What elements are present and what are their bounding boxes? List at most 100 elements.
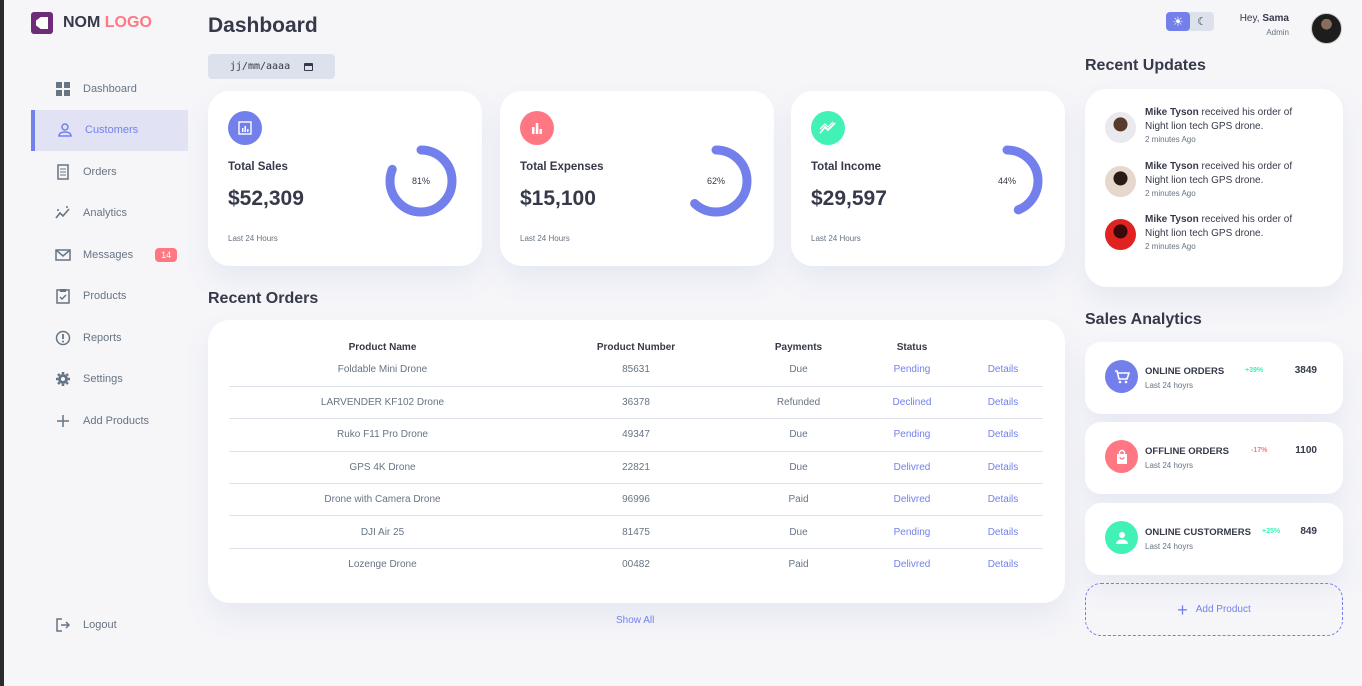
sidebar-item-label: Analytics xyxy=(83,207,128,220)
product-number-cell: 85631 xyxy=(536,354,736,387)
page-title: Dashboard xyxy=(208,14,318,37)
analytics-period: Last 24 hoyrs xyxy=(1145,461,1194,470)
payment-cell: Due xyxy=(736,354,861,387)
table-row: LARVENDER KF102 Drone 36378 Refunded Declin… xyxy=(229,386,1043,420)
sidebar-item-settings[interactable]: Settings xyxy=(31,359,188,401)
card-subtitle: Last 24 Hours xyxy=(811,234,861,243)
online-orders-item[interactable]: ONLINE ORDERS Last 24 hoyrs +39% 3849 xyxy=(1085,342,1343,414)
date-input[interactable]: jj/mm/aaaa xyxy=(208,54,335,79)
analytics-name: ONLINE ORDERS xyxy=(1145,366,1225,377)
user-role: Admin xyxy=(1266,28,1289,37)
product-number-cell: 81475 xyxy=(536,515,736,549)
details-link[interactable]: Details xyxy=(963,354,1043,387)
payment-cell: Refunded xyxy=(736,386,861,420)
logo[interactable]: NOM LOGO xyxy=(31,12,152,34)
analytics-change: +25% xyxy=(1262,528,1281,535)
moon-icon[interactable]: ☾ xyxy=(1197,16,1207,28)
details-link[interactable]: Details xyxy=(963,483,1043,517)
total-income-card: Total Income $29,597 Last 24 Hours 44% xyxy=(791,91,1065,266)
show-all-link[interactable]: Show All xyxy=(616,615,655,626)
sidebar-item-label: Customers xyxy=(85,124,139,137)
logout-icon xyxy=(56,618,71,632)
recent-updates-title: Recent Updates xyxy=(1085,57,1206,74)
window-edge xyxy=(0,0,4,686)
user-name: Sama xyxy=(1262,13,1289,24)
product-number-cell: 22821 xyxy=(536,451,736,485)
sidebar-item-orders[interactable]: Orders xyxy=(31,151,188,193)
recent-orders-title: Recent Orders xyxy=(208,290,319,307)
avatar xyxy=(1105,166,1136,197)
orders-table: Product Name Product Number Payments Sta… xyxy=(229,340,1043,581)
add-product-label: Add Product xyxy=(1195,604,1251,615)
details-link[interactable]: Details xyxy=(963,386,1043,420)
recent-updates-card: Mike Tyson received his order of Night l… xyxy=(1085,89,1343,287)
details-link[interactable]: Details xyxy=(963,451,1043,485)
details-link[interactable]: Details xyxy=(963,515,1043,549)
product-name-cell: DJI Air 25 xyxy=(229,515,536,549)
status-cell: Delivred xyxy=(893,559,931,571)
total-expenses-card: Total Expenses $15,100 Last 24 Hours 62% xyxy=(500,91,774,266)
update-text: received his order of Night lion tech GP… xyxy=(1145,214,1293,239)
card-value: $52,309 xyxy=(228,187,304,210)
sidebar-item-label: Reports xyxy=(83,331,122,344)
table-row: Foldable Mini Drone 85631 Due Pending Detail… xyxy=(229,354,1043,387)
card-value: $15,100 xyxy=(520,187,596,210)
logo-text: NOM LOGO xyxy=(63,14,152,31)
analytics-icon xyxy=(228,111,262,145)
table-row: Lozenge Drone 00482 Paid Delivred Details xyxy=(229,548,1043,580)
product-name-cell: Ruko F11 Pro Drone xyxy=(229,418,536,452)
sidebar-item-reports[interactable]: Reports xyxy=(31,317,188,359)
sidebar-item-label: Dashboard xyxy=(83,82,137,95)
person-icon xyxy=(1105,521,1138,554)
payment-cell: Due xyxy=(736,451,861,485)
status-cell: Delivred xyxy=(861,451,963,485)
update-time: 2 minutes Ago xyxy=(1145,135,1196,144)
sidebar-logout[interactable]: Logout xyxy=(31,604,188,646)
product-name-cell: GPS 4K Drone xyxy=(229,451,536,485)
product-number-cell: 00482 xyxy=(622,559,650,571)
greeting: Hey, xyxy=(1239,13,1260,24)
sidebar-item-messages[interactable]: Messages 14 xyxy=(31,234,188,276)
table-row: DJI Air 25 81475 Due Pending Details xyxy=(229,515,1043,549)
progress-percent: 44% xyxy=(998,176,1016,186)
analytics-value: 3849 xyxy=(1294,365,1317,376)
product-name-cell: LARVENDER KF102 Drone xyxy=(229,386,536,420)
column-header: Product Name xyxy=(348,341,417,353)
add-product-button[interactable]: + Add Product xyxy=(1085,583,1343,636)
cart-icon xyxy=(1105,360,1138,393)
table-row: GPS 4K Drone 22821 Due Delivred Details xyxy=(229,451,1043,485)
sidebar-item-add-products[interactable]: Add Products xyxy=(31,400,188,442)
inventory-icon xyxy=(56,289,70,304)
profile-avatar[interactable] xyxy=(1311,13,1342,44)
analytics-value: 1100 xyxy=(1295,445,1317,456)
product-number-cell: 49347 xyxy=(536,418,736,452)
product-name-cell: Lozenge Drone xyxy=(348,559,417,571)
card-label: Total Sales xyxy=(228,161,288,173)
sidebar-item-products[interactable]: Products xyxy=(31,276,188,318)
update-text: received his order of Night lion tech GP… xyxy=(1145,107,1293,132)
theme-toggle[interactable]: ☀ ☾ xyxy=(1166,12,1214,31)
online-customers-item[interactable]: ONLINE CUSTORMERS Last 24 hoyrs +25% 849 xyxy=(1085,503,1343,575)
update-item: Mike Tyson received his order of Night l… xyxy=(1105,213,1310,252)
status-cell: Pending xyxy=(861,418,963,452)
offline-orders-item[interactable]: OFFLINE ORDERS Last 24 hoyrs -17% 1100 xyxy=(1085,422,1343,494)
details-link[interactable]: Details xyxy=(963,418,1043,452)
sidebar-item-analytics[interactable]: Analytics xyxy=(31,193,188,235)
calendar-icon[interactable] xyxy=(304,62,314,71)
sun-icon[interactable]: ☀ xyxy=(1166,12,1190,31)
analytics-name: ONLINE CUSTORMERS xyxy=(1145,527,1251,538)
product-number-cell: 96996 xyxy=(536,483,736,517)
receipt-icon xyxy=(57,164,69,180)
sidebar-item-dashboard[interactable]: Dashboard xyxy=(31,68,188,110)
payment-cell: Paid xyxy=(788,559,809,571)
date-placeholder: jj/mm/aaaa xyxy=(229,61,291,72)
analytics-period: Last 24 hoyrs xyxy=(1145,542,1194,551)
sidebar-item-customers[interactable]: Customers xyxy=(31,109,188,151)
plus-icon xyxy=(57,414,69,427)
logo-icon xyxy=(31,12,53,34)
sidebar-item-label: Orders xyxy=(83,165,117,178)
shopping-bag-icon xyxy=(1105,440,1138,473)
details-link[interactable]: Details xyxy=(987,559,1019,571)
column-header xyxy=(963,340,1043,354)
stock-trend-icon xyxy=(811,111,845,145)
